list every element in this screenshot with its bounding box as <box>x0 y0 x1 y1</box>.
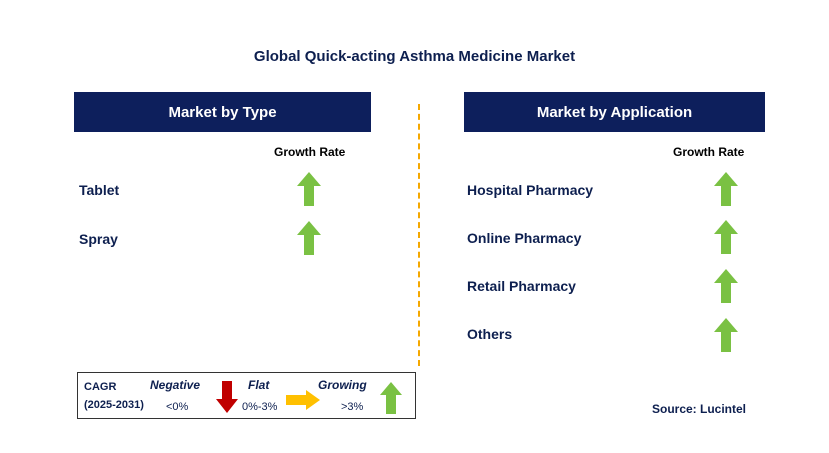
panel-divider <box>418 104 420 366</box>
legend-cagr-label: CAGR <box>84 381 117 393</box>
legend-negative-label: Negative <box>150 378 201 392</box>
up-arrow-icon <box>714 318 738 352</box>
application-item-online-pharmacy: Online Pharmacy <box>467 230 582 246</box>
legend-flat-value: 0%-3% <box>242 401 278 413</box>
page-title: Global Quick-acting Asthma Medicine Mark… <box>253 48 576 65</box>
up-arrow-icon <box>714 269 738 303</box>
up-arrow-icon <box>714 220 738 254</box>
application-item-retail-pharmacy: Retail Pharmacy <box>467 278 576 294</box>
legend-flat-label: Flat <box>248 378 270 392</box>
type-growth-rate-label: Growth Rate <box>274 145 346 159</box>
down-arrow-icon <box>216 381 238 413</box>
application-item-hospital-pharmacy: Hospital Pharmacy <box>467 182 594 198</box>
market-by-type-header: Market by Type <box>74 92 371 132</box>
type-item-spray: Spray <box>79 231 118 247</box>
application-growth-rate-label: Growth Rate <box>673 145 745 159</box>
up-arrow-icon <box>297 172 321 206</box>
legend-period: (2025-2031) <box>84 399 144 411</box>
source-label: Source: Lucintel <box>652 402 747 416</box>
application-item-others: Others <box>467 326 513 342</box>
right-arrow-icon <box>286 390 320 410</box>
up-arrow-icon <box>714 172 738 206</box>
legend-growing-label: Growing <box>318 378 367 392</box>
up-arrow-icon <box>380 382 402 414</box>
market-by-application-header: Market by Application <box>464 92 765 132</box>
type-item-tablet: Tablet <box>79 182 120 198</box>
up-arrow-icon <box>297 221 321 255</box>
legend-growing-value: >3% <box>341 401 364 413</box>
legend-negative-value: <0% <box>166 401 189 413</box>
cagr-legend: CAGR (2025-2031) Negative <0% Flat 0%-3%… <box>77 372 416 419</box>
